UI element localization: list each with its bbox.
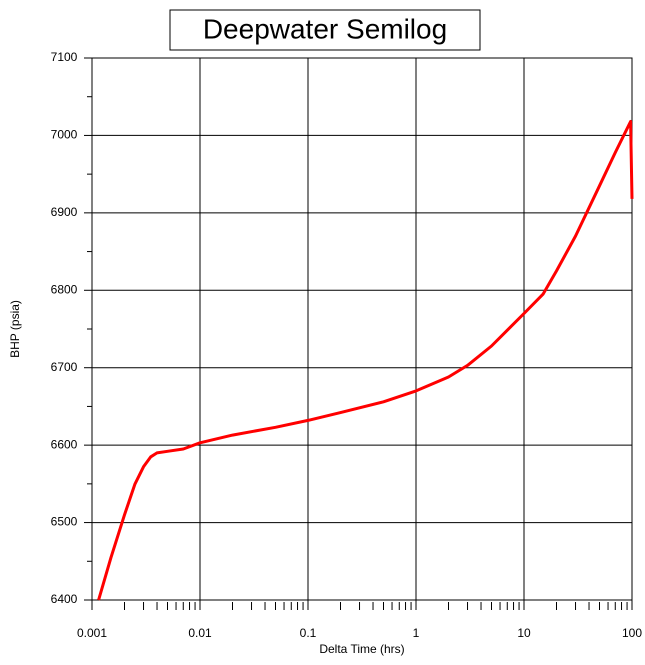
chart-title: Deepwater Semilog [203,13,447,44]
y-tick-label: 6800 [51,282,78,296]
plot-frame [91,57,633,601]
y-tick-label: 7000 [51,128,78,142]
y-axis-label: BHP (psia) [8,300,22,358]
title-box [169,9,481,51]
y-tick-label: 6600 [51,437,78,451]
data-line [97,120,634,601]
y-tick-label: 6500 [51,515,78,529]
x-tick-label: 100 [622,626,642,640]
y-tick-label: 6400 [51,592,78,606]
x-tick-label: 10 [517,626,531,640]
x-tick-label: 1 [413,626,420,640]
x-tick-label: 0.001 [77,626,107,640]
x-tick-label: 0.01 [188,626,212,640]
x-tick-label: 0.1 [300,626,317,640]
y-tick-label: 6700 [51,360,78,374]
y-tick-label: 7100 [51,50,78,64]
x-axis-label: Delta Time (hrs) [319,642,404,656]
y-tick-label: 6900 [51,205,78,219]
